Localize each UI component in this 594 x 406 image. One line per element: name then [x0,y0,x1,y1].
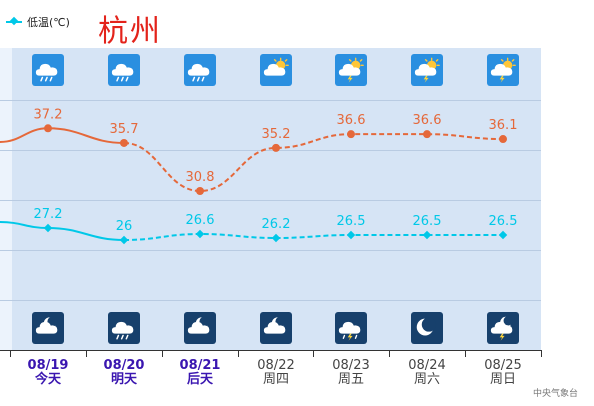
series-line-forecast [123,232,503,241]
data-label: 35.2 [262,127,291,142]
x-axis-tick [10,350,11,357]
cloud-rain-icon [108,312,140,344]
sun-thunderstorm-icon [411,54,443,86]
cloud-rain-icon [108,54,140,86]
series-line-forecast [123,133,504,193]
moon-thunderstorm-icon [487,312,519,344]
x-axis-tick [86,350,87,357]
data-label: 26 [116,219,133,234]
x-axis-tick [162,350,163,357]
data-label: 26.5 [337,214,366,229]
data-label: 36.6 [413,113,442,128]
sun-cloud-icon [260,54,292,86]
weekday-label: 周五 [337,372,364,387]
data-point [271,233,281,243]
weekday-label: 周四 [262,372,289,387]
weekday-label: 周日 [489,372,516,387]
data-point [422,230,432,240]
data-point [120,138,128,147]
moon-cloud-icon [32,312,64,344]
data-label: 36.6 [337,113,366,128]
data-label: 26.6 [186,213,215,228]
date-label: 08/22 [257,358,295,373]
date-label: 08/19 [27,358,69,373]
legend-line-marker-icon [6,21,22,23]
moon-icon [411,312,443,344]
date-label: 08/21 [179,358,221,373]
weekday-label: 后天 [186,372,213,387]
moon-cloud-icon [184,312,216,344]
x-axis-tick [313,350,314,357]
chart-left-strip [0,48,12,350]
grid-line [0,100,541,101]
sun-thunderstorm-icon [335,54,367,86]
data-point [347,130,355,139]
x-axis [0,350,541,351]
x-axis-tick [465,350,466,357]
weekday-label: 周六 [413,372,440,387]
data-point [196,187,204,195]
series-line-solid [0,127,125,144]
grid-line [0,200,541,201]
data-point [44,124,52,133]
source-credit: 中央气象台 [533,389,579,399]
date-label: 08/24 [408,358,446,373]
x-axis-tick [389,350,390,357]
data-label: 35.7 [110,122,139,137]
grid-line [0,300,541,301]
cloud-rain-icon [184,54,216,86]
data-point [498,230,508,240]
thunderstorm-icon [335,312,367,344]
data-label: 36.1 [489,118,518,133]
grid-line [0,150,541,151]
data-point [499,135,507,144]
data-point [43,223,53,233]
date-label: 08/20 [103,358,145,373]
data-label: 37.2 [34,107,63,122]
sun-thunderstorm-icon [487,54,519,86]
data-point [195,229,205,239]
x-axis-tick [541,350,542,357]
data-label: 30.8 [186,170,215,185]
legend-label: 低温(℃) [27,16,70,29]
city-title: 杭州 [98,14,162,49]
chart-panel [12,48,541,350]
weekday-label: 今天 [34,372,61,387]
weekday-label: 明天 [110,372,137,387]
data-point [272,143,280,152]
data-label: 26.2 [262,217,291,232]
data-label: 26.5 [413,214,442,229]
data-label: 26.5 [489,214,518,229]
x-axis-tick [238,350,239,357]
series-line-solid [0,221,125,241]
legend: 低温(℃) [6,14,70,30]
data-point [346,230,356,240]
data-label: 27.2 [34,207,63,222]
cloud-rain-icon [32,54,64,86]
data-point [119,235,129,245]
date-label: 08/23 [332,358,370,373]
moon-cloud-icon [260,312,292,344]
data-point [423,130,431,139]
grid-line [0,250,541,251]
date-label: 08/25 [484,358,522,373]
